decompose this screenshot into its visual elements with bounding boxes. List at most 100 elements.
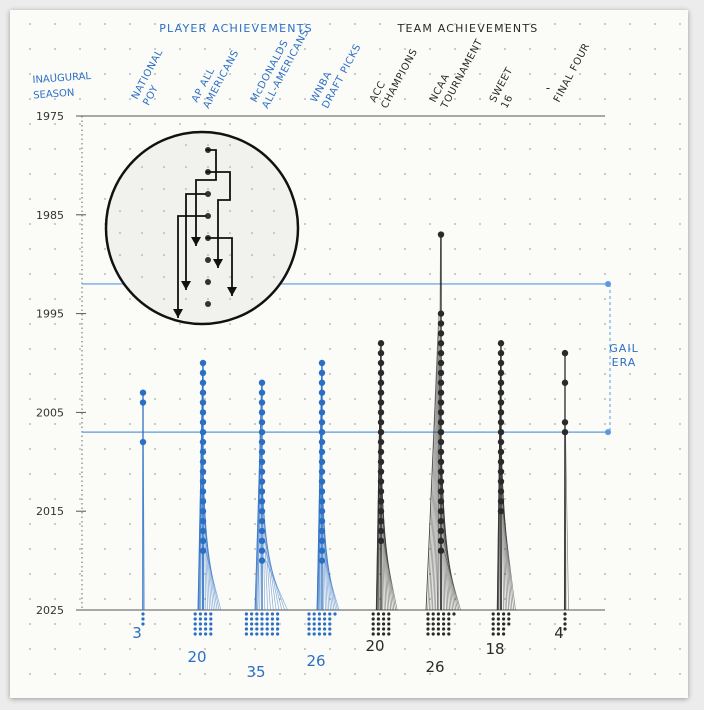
count-dot [426, 632, 430, 636]
data-point [318, 498, 326, 505]
inset-grid-dot [251, 166, 253, 168]
count-dot [312, 612, 316, 616]
strip-line [502, 501, 515, 611]
count-label: 20 [365, 637, 384, 655]
inset-grid-dot [207, 254, 209, 256]
data-point [377, 379, 385, 386]
inset-grid-dot [229, 232, 231, 234]
data-point [318, 547, 326, 554]
strip-5 [375, 340, 398, 611]
count-dot [260, 627, 264, 631]
count-grid-8 [563, 612, 567, 631]
data-point [497, 448, 505, 456]
count-dot [265, 612, 269, 616]
count-dot [141, 622, 145, 626]
data-point [377, 340, 385, 347]
data-point [437, 458, 445, 465]
inset-grid-dot [119, 254, 121, 256]
data-point [199, 508, 207, 515]
count-grid-1 [141, 612, 145, 626]
data-point [437, 330, 445, 337]
data-point [258, 498, 266, 505]
inset-dot [205, 279, 211, 285]
data-point [377, 517, 385, 525]
count-dot [447, 632, 451, 636]
count-dot [431, 627, 435, 631]
inset-grid-dot [229, 210, 231, 212]
count-dot [426, 612, 430, 616]
count-dot [328, 632, 332, 636]
count-dot [502, 632, 506, 636]
count-dot [204, 622, 208, 626]
count-dot [193, 627, 197, 631]
count-dot [323, 627, 327, 631]
strip-6 [425, 231, 461, 611]
count-label: 4 [554, 624, 564, 642]
inset-arrow-head [173, 309, 183, 318]
data-point [437, 488, 445, 495]
count-dot [317, 632, 321, 636]
inset-grid-dot [119, 210, 121, 212]
count-dot [376, 632, 380, 636]
inset-grid-dot [141, 276, 143, 278]
count-dot [382, 632, 386, 636]
data-point [437, 231, 445, 238]
data-point [437, 349, 445, 357]
inset-grid-dot [185, 188, 187, 190]
inset-dot [205, 213, 211, 219]
strip-line [205, 550, 222, 611]
inset-grid-dot [163, 232, 165, 234]
data-point [318, 369, 326, 377]
data-point [437, 428, 445, 436]
count-dot [265, 622, 269, 626]
data-point [497, 438, 505, 446]
inset-grid-dot [185, 144, 187, 146]
data-point [199, 359, 207, 367]
data-point [318, 359, 326, 367]
count-dot [276, 632, 280, 636]
count-dot [502, 612, 506, 616]
strip-line [428, 353, 440, 611]
inset-grid-dot [185, 166, 187, 168]
count-dot [323, 622, 327, 626]
data-point [199, 379, 207, 386]
data-point [258, 389, 266, 396]
count-dot [255, 617, 259, 621]
count-dot [447, 617, 451, 621]
inset-grid-dot [163, 188, 165, 190]
y-tick-label: 2025 [36, 604, 64, 617]
data-point [318, 527, 326, 535]
count-dot [317, 627, 321, 631]
count-dot [193, 617, 197, 621]
inset-grid-dot [207, 298, 209, 300]
count-dot [507, 622, 511, 626]
inset-grid-dot [207, 166, 209, 168]
strip-line [430, 362, 440, 611]
count-dot [265, 627, 269, 631]
data-point [258, 379, 266, 386]
inset-grid-dot [141, 210, 143, 212]
data-point [258, 517, 266, 525]
data-point [318, 537, 326, 545]
count-dot [260, 617, 264, 621]
count-dot [250, 612, 254, 616]
data-point [199, 409, 207, 416]
data-point [318, 557, 326, 564]
data-point [258, 409, 266, 416]
count-dot [323, 612, 327, 616]
count-dot [431, 622, 435, 626]
count-dot [270, 632, 274, 636]
count-dot [426, 617, 430, 621]
count-dot [244, 617, 248, 621]
data-point [377, 478, 385, 485]
data-point [318, 458, 326, 465]
count-dot [317, 617, 321, 621]
count-label: 3 [132, 624, 142, 642]
count-dot [496, 612, 500, 616]
count-dot [244, 632, 248, 636]
data-point [199, 547, 207, 554]
inset-dot [205, 191, 211, 197]
count-dot [496, 632, 500, 636]
count-dot [276, 622, 280, 626]
data-point [377, 468, 385, 475]
